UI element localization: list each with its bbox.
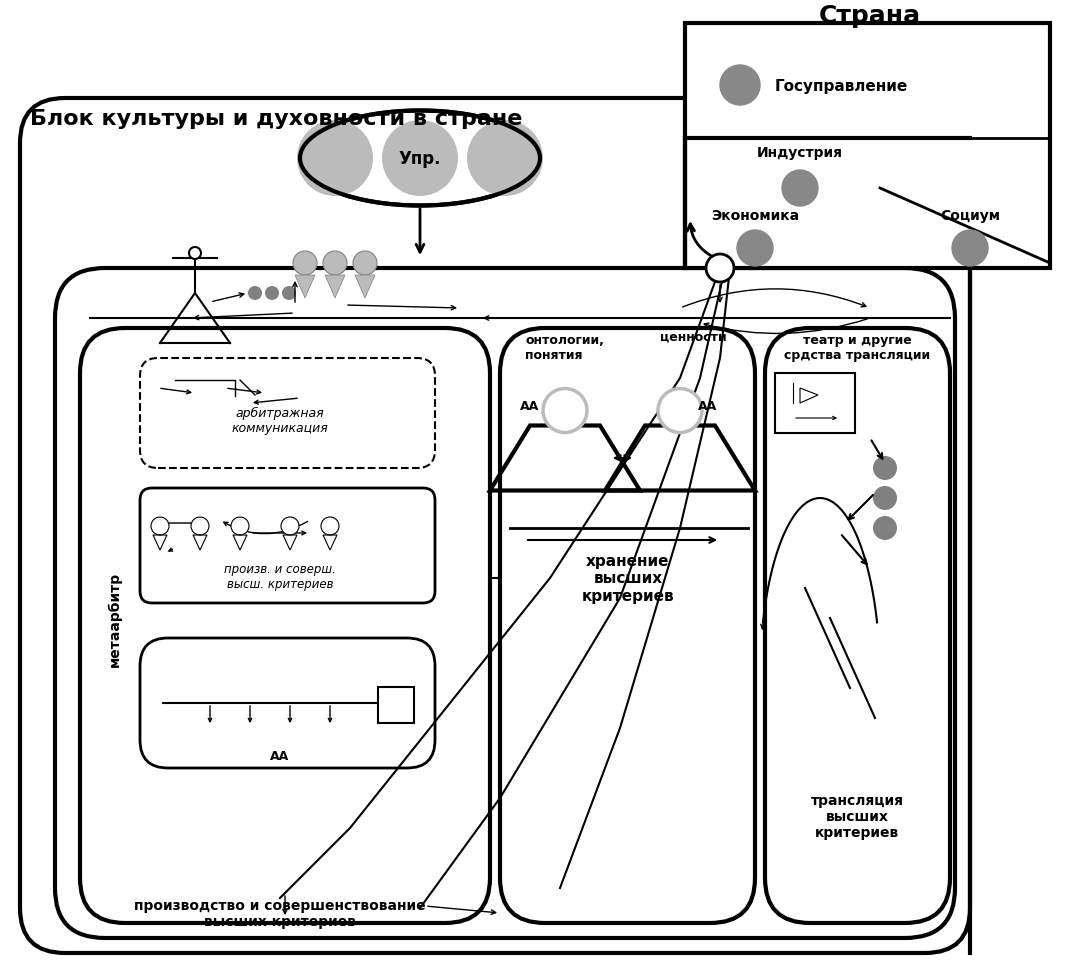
Circle shape xyxy=(265,287,279,300)
Text: Экономика: Экономика xyxy=(711,208,799,223)
Bar xyxy=(685,24,1050,269)
Circle shape xyxy=(658,389,702,433)
Circle shape xyxy=(782,171,818,206)
FancyBboxPatch shape xyxy=(140,359,435,468)
Circle shape xyxy=(873,516,897,541)
Text: АА: АА xyxy=(698,400,718,413)
Ellipse shape xyxy=(300,111,540,206)
Circle shape xyxy=(467,121,543,197)
Text: АА: АА xyxy=(270,750,289,763)
Circle shape xyxy=(282,287,296,300)
Circle shape xyxy=(151,517,169,535)
Polygon shape xyxy=(325,276,345,298)
Circle shape xyxy=(873,457,897,480)
Text: ценности: ценности xyxy=(660,331,726,343)
Text: Индустрия: Индустрия xyxy=(757,146,843,159)
Circle shape xyxy=(354,251,377,276)
Circle shape xyxy=(382,121,458,197)
Text: Страна: Страна xyxy=(819,4,921,28)
Text: онтологии,
понятия: онтологии, понятия xyxy=(525,333,603,362)
Circle shape xyxy=(323,251,347,276)
Text: трансляция
высших
критериев: трансляция высших критериев xyxy=(811,793,904,839)
FancyBboxPatch shape xyxy=(500,329,755,923)
Circle shape xyxy=(293,251,317,276)
Text: Упр.: Упр. xyxy=(398,150,441,168)
Text: арбитражная
коммуникация: арбитражная коммуникация xyxy=(232,407,328,434)
Circle shape xyxy=(720,66,760,106)
FancyBboxPatch shape xyxy=(20,99,970,953)
Text: АА: АА xyxy=(520,400,539,413)
Circle shape xyxy=(281,517,299,535)
Polygon shape xyxy=(355,276,375,298)
Circle shape xyxy=(737,231,773,267)
Text: театр и другие
срдства трансляции: театр и другие срдства трансляции xyxy=(784,333,930,362)
Circle shape xyxy=(706,254,734,283)
Text: произв. и соверш.
высш. критериев: произв. и соверш. высш. критериев xyxy=(224,562,336,591)
Bar xyxy=(775,374,855,433)
Circle shape xyxy=(248,287,262,300)
FancyBboxPatch shape xyxy=(140,639,435,768)
Circle shape xyxy=(189,247,201,260)
FancyBboxPatch shape xyxy=(80,329,490,923)
Text: Блок культуры и духовности в стране: Блок культуры и духовности в стране xyxy=(30,109,522,129)
Text: производство и совершенствование
высших критериев: производство и совершенствование высших … xyxy=(135,898,426,928)
Circle shape xyxy=(321,517,339,535)
Circle shape xyxy=(191,517,209,535)
Circle shape xyxy=(952,231,988,267)
Text: Госуправление: Госуправление xyxy=(775,78,908,94)
Circle shape xyxy=(543,389,587,433)
Bar xyxy=(378,688,414,724)
Circle shape xyxy=(297,121,373,197)
FancyBboxPatch shape xyxy=(140,488,435,603)
FancyBboxPatch shape xyxy=(54,269,955,938)
Polygon shape xyxy=(295,276,315,298)
FancyBboxPatch shape xyxy=(765,329,951,923)
Text: Социум: Социум xyxy=(940,208,1000,223)
Circle shape xyxy=(873,486,897,511)
Text: метаарбитр: метаарбитр xyxy=(108,571,122,666)
Circle shape xyxy=(231,517,249,535)
Text: хранение
высших
критериев: хранение высших критериев xyxy=(582,554,674,603)
